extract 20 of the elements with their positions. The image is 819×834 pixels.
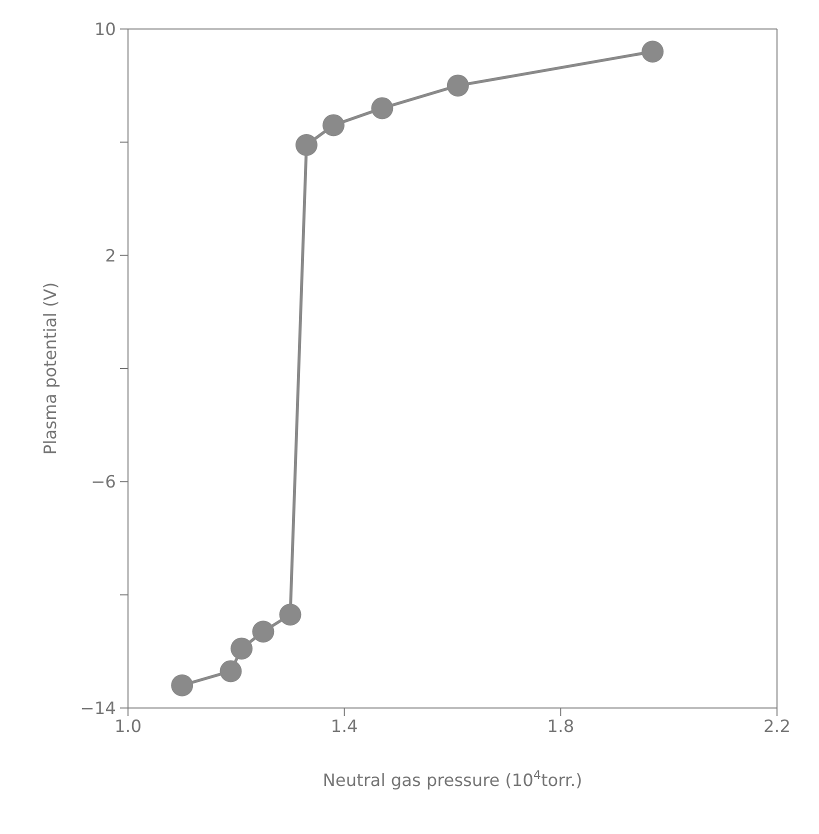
y-axis-title: Plasma potential (V) [41, 282, 61, 455]
x-tick-label: 1.8 [547, 717, 574, 738]
y-tick-label: −14 [80, 699, 116, 720]
point [230, 638, 253, 660]
point [171, 674, 194, 696]
point [371, 97, 394, 120]
x-tick-label: 1.4 [330, 717, 358, 738]
y-tick-label: 10 [94, 20, 116, 40]
x-tick-label: 1.0 [114, 717, 142, 738]
point [279, 604, 302, 626]
point [252, 620, 274, 643]
y-tick-label: −6 [90, 472, 116, 493]
point [446, 74, 469, 97]
point [642, 40, 664, 63]
y-tick-label: 2 [105, 246, 116, 266]
x-tick-label: 2.2 [763, 717, 791, 738]
point [220, 660, 242, 682]
point [295, 134, 318, 156]
point [322, 114, 345, 136]
x-axis-title: Neutral gas pressure (10$^{4}$torr.) [322, 768, 582, 791]
